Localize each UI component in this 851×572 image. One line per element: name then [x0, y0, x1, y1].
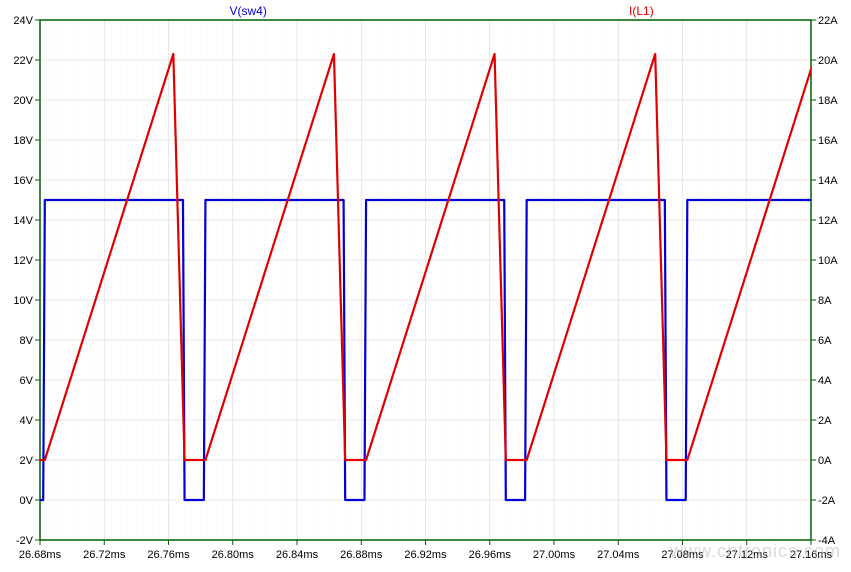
y-right-tick-label: 14A [818, 175, 838, 187]
x-tick-label: 27.04ms [597, 549, 640, 561]
x-tick-label: 27.08ms [661, 549, 704, 561]
legend-I(L1): I(L1) [629, 4, 654, 18]
y-left-tick-label: 20V [13, 95, 33, 107]
y-left-tick-label: -2V [16, 535, 34, 547]
y-left-tick-label: 18V [13, 135, 33, 147]
y-right-tick-label: 0A [818, 455, 832, 467]
y-left-tick-label: 4V [20, 415, 34, 427]
x-tick-label: 26.68ms [19, 549, 62, 561]
x-tick-label: 26.92ms [404, 549, 447, 561]
y-right-tick-label: -2A [818, 495, 836, 507]
y-right-tick-label: 20A [818, 55, 838, 67]
y-right-tick-label: 8A [818, 295, 832, 307]
legend-V(sw4): V(sw4) [229, 4, 266, 18]
y-right-tick-label: 18A [818, 95, 838, 107]
y-right-tick-label: -4A [818, 535, 836, 547]
y-left-tick-label: 24V [13, 15, 33, 27]
x-tick-label: 26.96ms [469, 549, 512, 561]
x-tick-label: 27.12ms [726, 549, 769, 561]
y-left-tick-label: 6V [20, 375, 34, 387]
y-left-tick-label: 16V [13, 175, 33, 187]
chart-svg: 26.68ms 26.72ms 26.76ms 26.80ms 26.84ms 26.88… [0, 0, 851, 572]
x-tick-label: 26.76ms [147, 549, 190, 561]
y-right-tick-label: 4A [818, 375, 832, 387]
y-left-tick-label: 22V [13, 55, 33, 67]
y-right-tick-label: 16A [818, 135, 838, 147]
x-tick-label: 26.84ms [276, 549, 319, 561]
y-left-tick-label: 2V [20, 455, 34, 467]
x-tick-label: 26.88ms [340, 549, 383, 561]
x-tick-label: 27.16ms [790, 549, 833, 561]
y-right-tick-label: 2A [818, 415, 832, 427]
y-left-tick-label: 14V [13, 215, 33, 227]
y-right-tick-label: 22A [818, 15, 838, 27]
y-left-tick-label: 12V [13, 255, 33, 267]
y-right-tick-label: 12A [818, 215, 838, 227]
x-tick-label: 27.00ms [533, 549, 576, 561]
x-tick-label: 26.80ms [212, 549, 255, 561]
y-right-tick-label: 10A [818, 255, 838, 267]
y-right-tick-label: 6A [818, 335, 832, 347]
y-left-tick-label: 0V [20, 495, 34, 507]
x-tick-label: 26.72ms [83, 549, 126, 561]
y-left-tick-label: 8V [20, 335, 34, 347]
oscilloscope-chart: 26.68ms 26.72ms 26.76ms 26.80ms 26.84ms 26.88… [0, 0, 851, 572]
y-left-tick-label: 10V [13, 295, 33, 307]
